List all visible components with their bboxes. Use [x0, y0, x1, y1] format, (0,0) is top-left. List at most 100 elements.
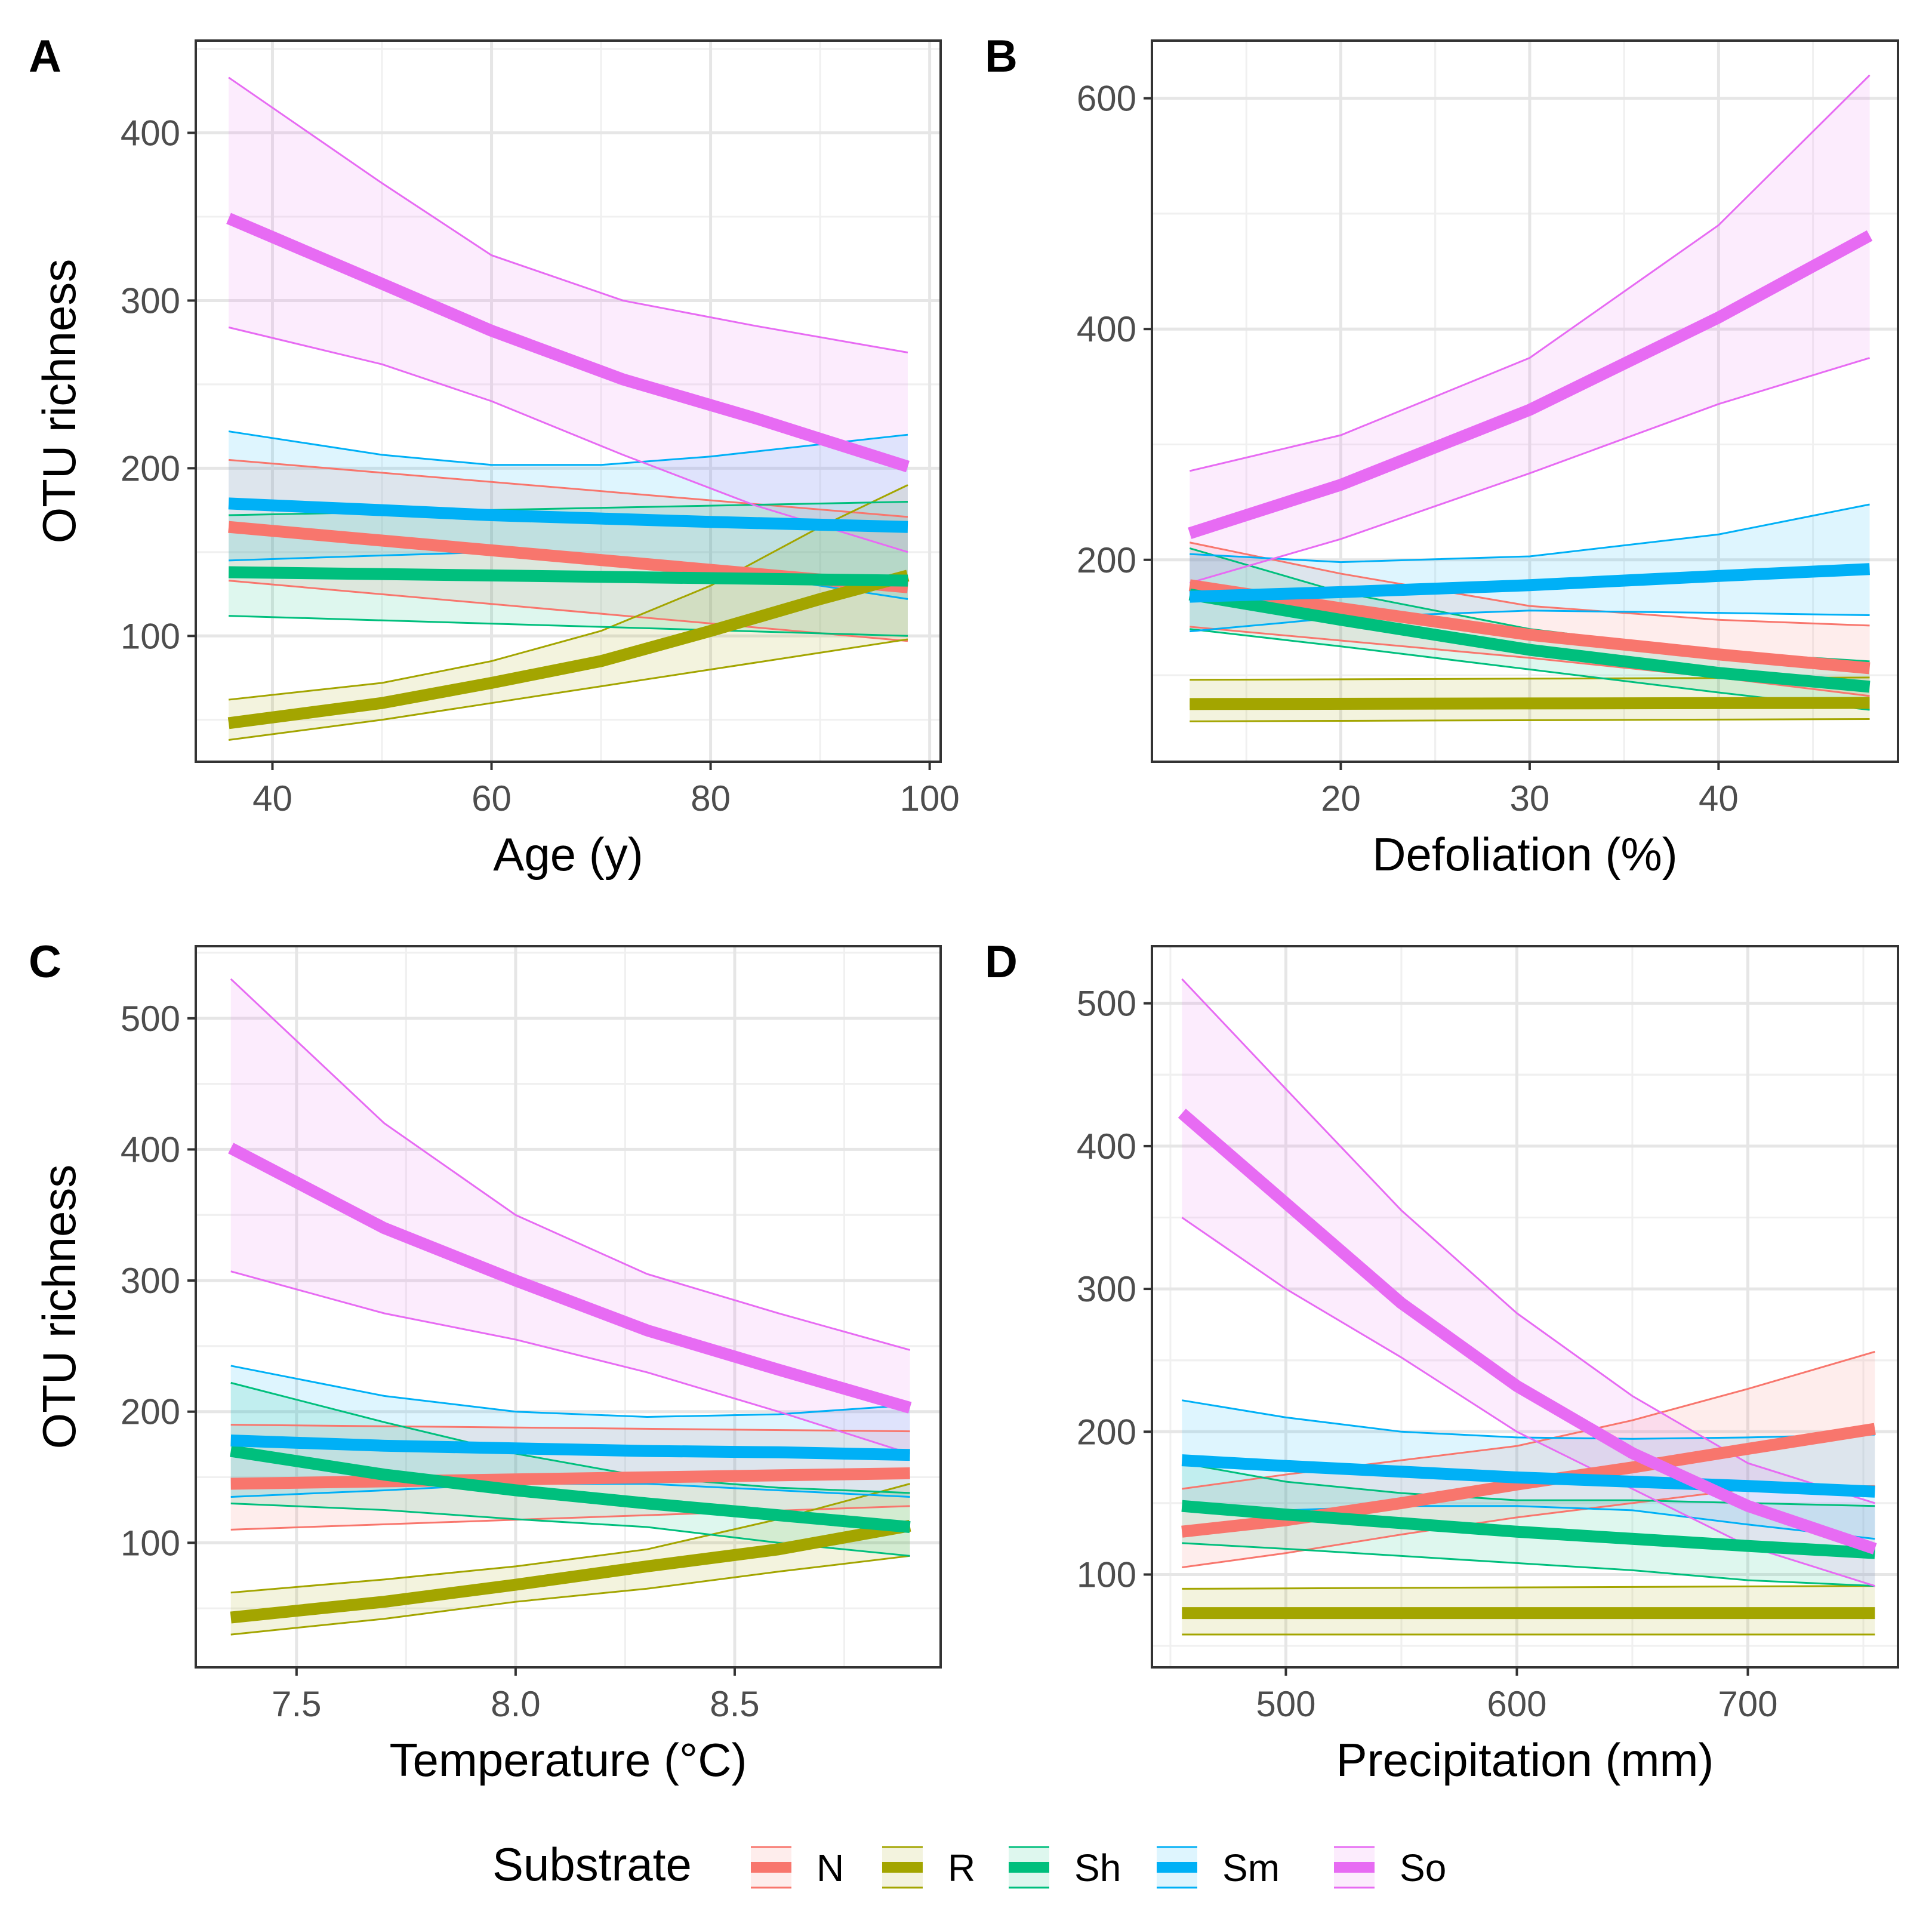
ci-upper-line-sm	[230, 1365, 910, 1418]
legend: Substrate N R Sh Sm So	[492, 1838, 1446, 1891]
panel-border	[195, 945, 942, 1669]
x-axis-title: Temperature (°C)	[389, 1734, 747, 1786]
y-tick-label: 300	[121, 281, 180, 321]
fit-line-r	[1190, 697, 1870, 710]
ci-lower-line-n	[228, 580, 908, 642]
fit-line-sh	[1188, 588, 1871, 693]
plot-area	[226, 76, 910, 741]
y-axis-title: OTU richness	[33, 1165, 85, 1449]
ci-upper-line-sm	[228, 430, 908, 466]
y-tick-label: 200	[121, 448, 180, 488]
ci-ribbon-sh	[1182, 1463, 1875, 1586]
x-tick-label: 500	[1256, 1684, 1315, 1724]
fit-line-sh	[228, 566, 908, 587]
y-tick-label: 500	[121, 999, 180, 1039]
ci-upper-line-so	[1189, 74, 1871, 472]
panel-label: D	[985, 937, 1018, 987]
fit-line-so	[228, 1143, 912, 1414]
y-tick-label: 400	[121, 113, 180, 153]
fit-line-r	[230, 1519, 911, 1624]
x-tick-label: 30	[1510, 778, 1550, 818]
fit-line-so	[1178, 1109, 1877, 1555]
ci-lower-line-so	[230, 1270, 911, 1455]
x-tick-label: 8.5	[710, 1684, 759, 1724]
panel-border	[195, 39, 942, 763]
panel-label: A	[29, 31, 61, 82]
ci-upper-line-r	[1182, 1585, 1875, 1590]
ci-ribbon-so	[229, 77, 908, 552]
ci-lower-line-sm	[1190, 610, 1870, 633]
fit-line-sm	[228, 497, 908, 533]
fit-line-so	[1188, 230, 1873, 539]
panel-label: B	[985, 31, 1018, 82]
ci-upper-line-so	[1181, 978, 1875, 1504]
ci-ribbon-so	[230, 978, 910, 1454]
fit-line-sm	[230, 1435, 910, 1461]
plot-area	[1178, 978, 1877, 1636]
ci-upper-line-sm	[1190, 503, 1870, 564]
x-tick-label: 600	[1487, 1684, 1546, 1724]
x-axis-title: Precipitation (mm)	[1336, 1734, 1714, 1786]
legend-label: R	[948, 1846, 975, 1889]
legend-label: N	[816, 1846, 844, 1889]
y-tick-label: 400	[1077, 1126, 1136, 1166]
ci-upper-line-n	[230, 1424, 910, 1433]
ci-lower-line-n	[230, 1505, 910, 1531]
ci-upper-line-n	[1189, 541, 1870, 627]
legend-item-n: N	[751, 1846, 844, 1889]
ci-lower-line-r	[230, 1555, 910, 1636]
plot-background	[196, 41, 941, 762]
panel-label: C	[29, 937, 61, 987]
y-tick-label: 200	[1077, 1412, 1136, 1452]
ci-upper-line-n	[228, 458, 908, 518]
legend-label: Sh	[1074, 1846, 1121, 1889]
x-tick-label: 60	[472, 778, 511, 818]
y-tick-label: 600	[1077, 79, 1136, 119]
panel-a: 40 60 80 100 100 200 300 400 Age (y) OTU richness…	[29, 31, 960, 881]
ci-lower-line-r	[228, 638, 908, 741]
panel-c: 7.5 8.0 8.5 100 200 300 400 500 Temperature (°C)…	[29, 937, 942, 1786]
y-tick-label: 100	[1077, 1555, 1136, 1595]
legend-item-r: R	[882, 1846, 975, 1889]
panel-border	[1151, 945, 1899, 1669]
plot-area	[228, 978, 912, 1636]
panel-border	[1151, 39, 1899, 763]
x-tick-label: 100	[900, 778, 960, 818]
legend-item-so: So	[1334, 1846, 1446, 1889]
y-tick-label: 200	[121, 1392, 180, 1432]
plot-background	[1152, 41, 1898, 762]
x-axis-title: Defoliation (%)	[1372, 828, 1678, 881]
y-tick-label: 400	[1077, 309, 1136, 349]
panel-d: 500 600 700 100 200 300 400 500 Precipitation (m…	[985, 937, 1899, 1786]
fit-line-so	[226, 213, 910, 473]
x-tick-label: 7.5	[272, 1684, 321, 1724]
y-tick-label: 500	[1077, 984, 1136, 1024]
ci-lower-line-n	[1190, 626, 1870, 697]
legend-label: So	[1400, 1846, 1446, 1889]
ci-ribbon-sh	[229, 501, 908, 636]
ci-lower-line-sh	[229, 615, 908, 637]
ci-lower-line-r	[1190, 718, 1870, 722]
x-tick-label: 8.0	[491, 1684, 540, 1724]
y-tick-label: 100	[121, 616, 180, 656]
legend-label: Sm	[1222, 1846, 1280, 1889]
ci-upper-line-so	[228, 76, 908, 354]
y-tick-label: 400	[121, 1129, 180, 1169]
x-tick-label: 80	[691, 778, 731, 818]
ci-upper-line-so	[230, 978, 911, 1351]
fit-line-n	[230, 1467, 910, 1490]
ci-upper-line-n	[1182, 1350, 1875, 1490]
ci-ribbon-so	[1190, 75, 1870, 583]
fit-line-n	[1188, 579, 1871, 675]
x-tick-label: 700	[1718, 1684, 1777, 1724]
plot-area	[1188, 74, 1873, 722]
y-axis-title: OTU richness	[33, 259, 85, 544]
fit-line-sh	[1181, 1500, 1875, 1559]
panel-b: 20 30 40 200 400 600 Defoliation (%) B	[985, 31, 1899, 881]
legend-item-sm: Sm	[1157, 1846, 1280, 1889]
fit-line-r	[227, 570, 910, 729]
ci-lower-line-so	[1189, 357, 1870, 584]
legend-title: Substrate	[492, 1838, 692, 1891]
